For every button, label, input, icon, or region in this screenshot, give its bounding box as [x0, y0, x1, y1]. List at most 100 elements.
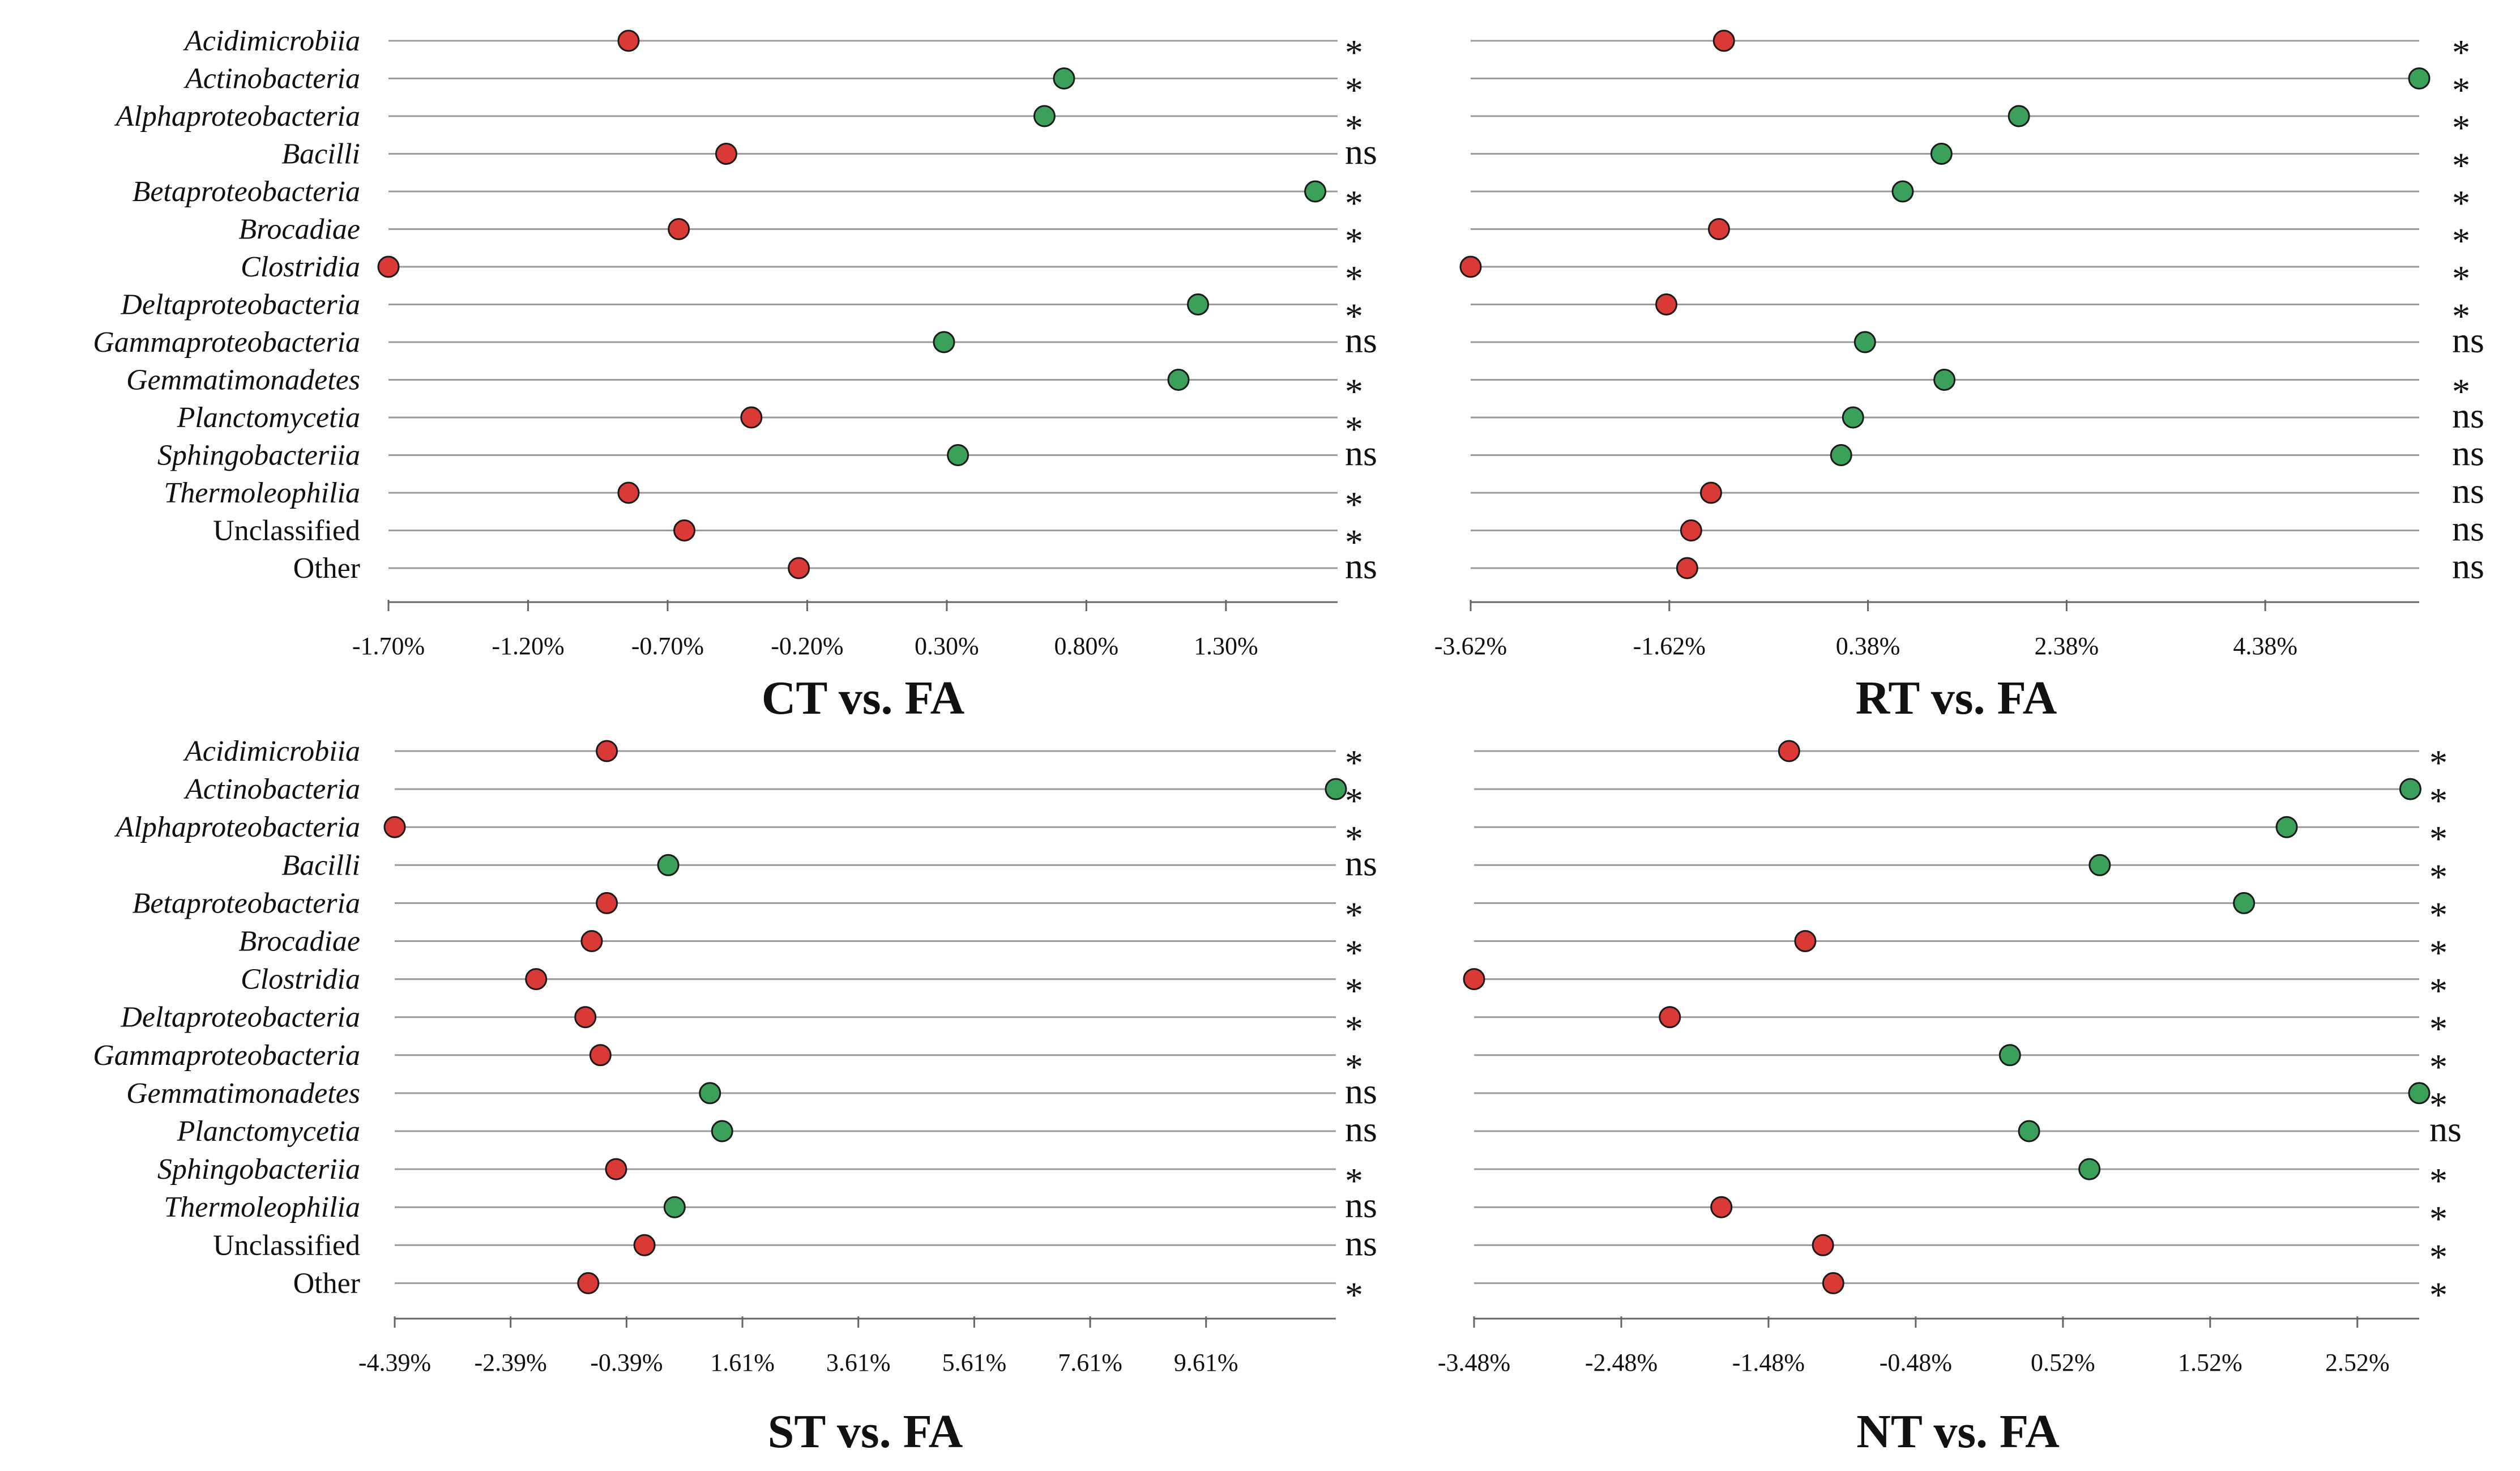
x-tick-label: -1.62% — [1633, 632, 1706, 660]
x-tick-label: -0.48% — [1880, 1349, 1952, 1376]
significance-label: * — [2429, 781, 2448, 821]
x-tick-label: -1.20% — [492, 632, 564, 660]
x-tick-label: -0.39% — [590, 1349, 663, 1376]
data-point — [673, 519, 696, 542]
significance-label: ns — [1345, 320, 1377, 360]
category-label: Clostridia — [241, 963, 360, 996]
data-point — [2275, 816, 2298, 838]
data-point — [1325, 778, 1347, 800]
significance-label: * — [2429, 1085, 2448, 1125]
category-label: Brocadiae — [238, 926, 360, 958]
significance-label: * — [1345, 183, 1363, 223]
significance-label: * — [2429, 971, 2448, 1011]
data-point — [2088, 854, 2111, 876]
significance-label: * — [1345, 258, 1363, 299]
panel-title: ST vs. FA — [768, 1405, 963, 1458]
x-tick-label: -1.48% — [1732, 1349, 1805, 1376]
significance-label: * — [2429, 1199, 2448, 1239]
data-point — [1830, 444, 1852, 466]
x-tick-label: 2.38% — [2035, 632, 2099, 660]
x-tick-label: 1.52% — [2178, 1349, 2243, 1376]
category-label: Gemmatimonadetes — [126, 1077, 360, 1110]
significance-label: * — [2429, 933, 2448, 973]
category-label: Bacilli — [281, 138, 360, 170]
significance-label: * — [2452, 183, 2470, 223]
significance-label: * — [1345, 1009, 1363, 1049]
category-label: Sphingobacteriia — [157, 440, 360, 472]
data-point — [1712, 29, 1735, 52]
x-tick-label: -2.39% — [475, 1349, 547, 1376]
category-label: Other — [293, 1267, 360, 1299]
category-label: Unclassified — [213, 1229, 360, 1261]
category-label: Other — [293, 552, 360, 585]
significance-label: * — [2429, 1237, 2448, 1277]
x-tick-label: -3.48% — [1438, 1349, 1510, 1376]
category-label: Deltaproteobacteria — [120, 289, 360, 321]
significance-label: * — [1345, 372, 1363, 412]
category-label: Alphaproteobacteria — [114, 100, 360, 133]
x-tick-label: 5.61% — [942, 1349, 1007, 1376]
category-label: Thermoleophilia — [164, 477, 360, 509]
panel-st-vs-fa: -4.39% -2.39% -0.39% 1.61% 3.61% 5.61% 7.61% 9.… — [93, 735, 1377, 1458]
x-tick-label: -3.62% — [1434, 632, 1507, 660]
data-point — [699, 1082, 721, 1105]
category-label: Bacilli — [281, 849, 360, 881]
data-point — [633, 1234, 656, 1256]
significance-label: * — [2452, 258, 2470, 299]
significance-label: * — [2452, 296, 2470, 336]
significance-label: ns — [1345, 433, 1377, 474]
data-point — [1812, 1234, 1834, 1256]
significance-label: * — [1345, 743, 1363, 783]
significance-label: * — [1345, 1274, 1363, 1315]
significance-label: * — [2452, 70, 2470, 110]
significance-label: * — [1345, 781, 1363, 821]
data-point — [596, 740, 618, 762]
significance-label: * — [2452, 108, 2470, 148]
data-point — [1853, 331, 1876, 353]
panel-rt-vs-fa: -3.62% -1.62% 0.38% 2.38% 4.38%********ns*ns… — [1434, 29, 2484, 724]
category-label: Thermoleophilia — [164, 1191, 360, 1223]
significance-label: * — [1345, 971, 1363, 1011]
data-point — [788, 557, 810, 579]
panel-nt-vs-fa: -3.48% -2.48% -1.48% -0.48% 0.52% 1.52% 2.52% *… — [1438, 740, 2462, 1458]
category-label: Gammaproteobacteria — [93, 1039, 360, 1072]
data-point — [1778, 740, 1800, 762]
data-point — [1659, 1006, 1681, 1029]
significance-label: ns — [1345, 546, 1377, 586]
panel-title: CT vs. FA — [762, 672, 965, 724]
significance-label: * — [1345, 70, 1363, 110]
data-point — [2233, 892, 2256, 914]
data-point — [580, 930, 603, 952]
data-point — [2018, 1120, 2040, 1142]
data-point — [1304, 180, 1327, 203]
significance-label: * — [1345, 933, 1363, 973]
data-point — [2408, 67, 2431, 89]
category-label: Betaproteobacteria — [133, 176, 360, 208]
x-tick-label: 4.38% — [2233, 632, 2297, 660]
significance-label: ns — [1345, 1223, 1377, 1263]
data-point — [2008, 105, 2030, 127]
significance-label: * — [2429, 818, 2448, 859]
significance-label: * — [1345, 818, 1363, 859]
data-point — [715, 143, 737, 165]
data-point — [525, 968, 548, 991]
data-point — [1891, 180, 1914, 203]
significance-label: * — [1345, 108, 1363, 148]
data-point — [1033, 105, 1056, 127]
x-tick-label: 9.61% — [1174, 1349, 1238, 1376]
significance-label: * — [1345, 522, 1363, 562]
data-point — [617, 29, 640, 52]
data-point — [663, 1196, 686, 1218]
significance-label: * — [2452, 221, 2470, 261]
significance-label: * — [1345, 484, 1363, 525]
x-tick-label: 0.38% — [1836, 632, 1900, 660]
category-label: Unclassified — [213, 515, 360, 547]
category-label: Deltaproteobacteria — [120, 1001, 360, 1034]
data-point — [2408, 1082, 2431, 1105]
data-point — [1930, 143, 1953, 165]
data-point — [947, 444, 969, 466]
category-label: Clostridia — [241, 251, 360, 283]
data-point — [596, 892, 618, 914]
data-point — [1710, 1196, 1733, 1218]
category-label: Sphingobacteriia — [157, 1153, 360, 1186]
